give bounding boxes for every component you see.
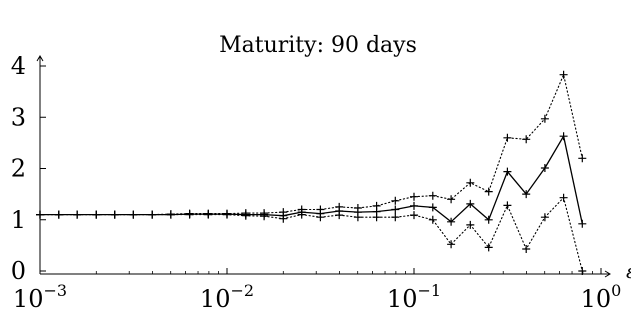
data-point-marker [223, 210, 231, 219]
data-point-marker [410, 192, 418, 201]
series-3 [36, 193, 587, 275]
y-tick-label: 0 [11, 257, 26, 285]
axes: 10−3 10−2 10−1 100 0 1 2 3 4 [11, 52, 622, 313]
data-point-marker [148, 210, 157, 219]
data-point-marker [428, 191, 437, 200]
data-point-marker [503, 201, 512, 210]
series-line [39, 134, 583, 225]
data-point-marker [297, 210, 306, 219]
data-point-marker [447, 195, 456, 204]
data-point-marker [335, 211, 344, 220]
data-point-marker [428, 203, 437, 212]
y-tick-label: 2 [11, 155, 26, 183]
x-axis-arrow [604, 270, 611, 278]
data-point-marker [129, 210, 138, 219]
y-tick-label: 4 [11, 52, 26, 80]
data-point-marker [241, 211, 250, 220]
data-point-marker [522, 135, 531, 144]
data-point-marker [484, 243, 493, 252]
data-point-marker [466, 178, 475, 187]
data-point-marker [410, 211, 418, 220]
data-point-marker [391, 213, 400, 222]
x-axis-label: ε [626, 259, 631, 283]
data-point-marker [428, 215, 437, 224]
data-point-marker [353, 213, 362, 222]
data-point-marker [540, 213, 549, 222]
data-point-marker [503, 167, 512, 176]
y-tick-label: 1 [11, 206, 26, 234]
x-tick-label: 10−3 [13, 281, 67, 313]
data-point-marker [372, 213, 381, 222]
chart-title: Maturity: 90 days [219, 33, 417, 58]
data-point-marker [185, 210, 194, 219]
x-tick-label: 10−2 [200, 281, 254, 313]
data-point-marker [466, 220, 475, 229]
y-axis-arrow [36, 55, 44, 62]
x-tick-label: 10−1 [387, 281, 441, 313]
data-point-marker [204, 210, 213, 219]
data-point-marker [36, 210, 44, 219]
series-line [39, 72, 583, 216]
data-point-marker [559, 132, 568, 141]
data-point-marker [391, 205, 400, 214]
data-point-marker [578, 219, 587, 228]
data-point-marker [316, 213, 325, 222]
data-point-marker [73, 210, 82, 219]
data-point-marker [447, 240, 456, 249]
data-point-marker [279, 214, 288, 223]
data-point-marker [466, 199, 475, 208]
data-point-marker [540, 114, 549, 123]
data-point-marker [447, 217, 456, 226]
series-line [39, 196, 583, 272]
data-point-marker [92, 210, 101, 219]
data-point-marker [540, 164, 549, 172]
data-point-marker [166, 210, 175, 219]
data-point-marker [522, 245, 531, 253]
series-1 [36, 70, 587, 219]
x-tick-label: 100 [581, 281, 622, 313]
data-point-marker [391, 196, 400, 205]
data-point-marker [484, 215, 493, 224]
data-point-marker [410, 201, 418, 210]
series-layer [36, 70, 587, 275]
data-point-marker [484, 187, 493, 196]
data-point-marker [503, 133, 512, 142]
y-tick-label: 3 [11, 103, 26, 131]
data-point-marker [578, 267, 587, 275]
series-2 [36, 132, 587, 228]
data-point-marker [260, 212, 269, 221]
data-point-marker [559, 193, 568, 202]
data-point-marker [54, 210, 63, 219]
data-point-marker [110, 210, 119, 219]
data-point-marker [559, 70, 568, 79]
data-point-marker [522, 190, 531, 199]
data-point-marker [578, 154, 587, 163]
